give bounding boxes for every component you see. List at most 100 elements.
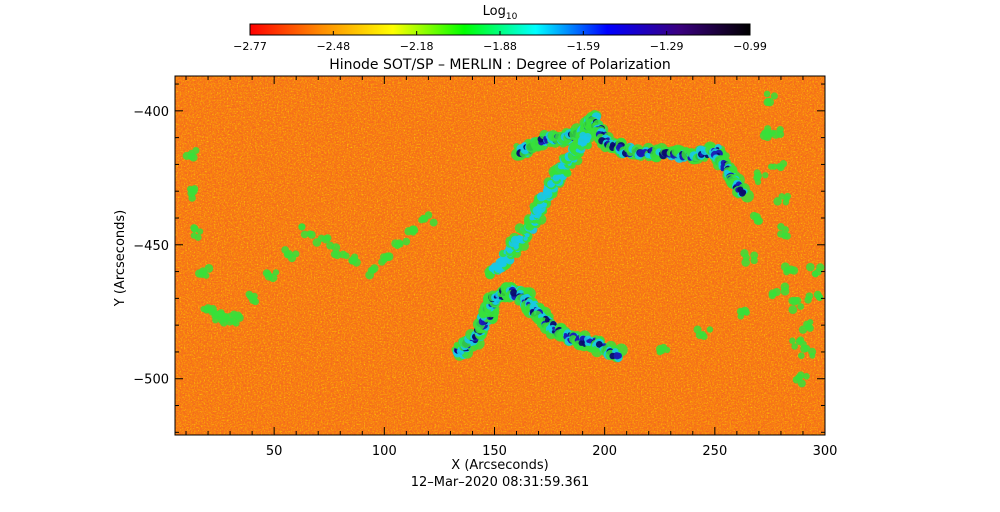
feature-halo <box>770 92 778 100</box>
x-tick-label: 300 <box>813 444 838 459</box>
feature-halo <box>798 352 805 360</box>
feature-halo <box>783 232 791 240</box>
feature-core <box>720 166 725 172</box>
feature-halo <box>808 347 817 356</box>
feature-halo <box>792 376 801 384</box>
feature-halo <box>233 311 243 320</box>
feature-halo <box>219 318 228 327</box>
feature-halo <box>330 250 339 259</box>
feature-halo <box>762 172 769 179</box>
feature-halo <box>187 189 196 198</box>
feature-halo <box>232 319 240 327</box>
feature-halo <box>187 152 196 161</box>
feature-halo <box>778 193 786 200</box>
feature-halo <box>780 287 790 296</box>
feature-scattered-west <box>182 146 438 327</box>
feature-halo <box>776 126 784 134</box>
feature-halo <box>331 243 341 252</box>
feature-halo <box>754 172 762 180</box>
feature-halo <box>784 192 792 200</box>
feature-halo <box>794 296 802 305</box>
colorbar-tick-label: −2.48 <box>316 40 350 53</box>
feature-halo <box>763 90 771 98</box>
feature-upper-plage <box>511 110 754 203</box>
feature-halo <box>190 224 198 232</box>
feature-core <box>609 142 616 148</box>
feature-halo <box>788 296 797 305</box>
feature-halo <box>706 326 714 333</box>
feature-halo <box>740 306 750 316</box>
feature-halo <box>777 222 785 231</box>
feature-halo <box>773 197 782 206</box>
polarization-map <box>175 76 825 435</box>
feature-core <box>737 186 744 193</box>
x-tick-label: 150 <box>482 444 507 459</box>
feature-halo <box>742 253 750 261</box>
feature-halo <box>663 346 671 354</box>
feature-halo <box>226 312 235 322</box>
feature-halo <box>802 372 810 380</box>
feature-halo <box>307 230 316 239</box>
feature-halo <box>251 292 258 300</box>
feature-halo <box>797 371 805 379</box>
plot-frame <box>174 75 826 436</box>
y-tick-label: −400 <box>133 105 169 120</box>
feature-halo <box>268 273 278 283</box>
x-axis-label: X (Arcseconds) <box>451 458 548 473</box>
feature-core <box>510 289 518 297</box>
y-axis: −400 −450 −500 <box>133 83 825 433</box>
feature-halo <box>764 125 772 133</box>
feature-core <box>552 326 556 331</box>
feature-core <box>637 149 646 158</box>
feature-halo <box>300 230 309 239</box>
x-tick-label: 100 <box>372 444 397 459</box>
colorbar-tick-label: −1.59 <box>566 40 600 53</box>
feature-halo <box>805 292 814 300</box>
y-axis-label: Y (Arcseconds) <box>113 210 128 307</box>
feature-halo <box>369 266 377 274</box>
feature-halo <box>798 325 808 334</box>
feature-mid <box>515 235 523 243</box>
feature-halo <box>195 269 204 278</box>
feature-halo <box>807 319 814 326</box>
feature-core <box>578 340 585 346</box>
feature-halo <box>767 163 775 170</box>
feature-core <box>544 317 551 323</box>
feature-halo <box>212 316 219 324</box>
colorbar-tick-label: −2.18 <box>400 40 434 53</box>
feature-halo <box>786 265 796 274</box>
x-tick-label: 200 <box>592 444 617 459</box>
colorbar-ticks: −2.77 −2.48 −2.18 −1.88 −1.59 −1.29 −0.99 <box>233 31 767 53</box>
feature-halo <box>429 218 438 227</box>
feature-halo <box>753 217 762 225</box>
feature-lower-plage <box>451 282 628 363</box>
feature-halo <box>381 257 388 264</box>
feature-halo <box>754 178 762 186</box>
feature-halo <box>419 214 427 222</box>
feature-halo <box>777 230 785 238</box>
colorbar-tick-label: −1.88 <box>483 40 517 53</box>
y-tick-label: −500 <box>133 373 169 388</box>
feature-halo <box>800 345 808 353</box>
feature-scattered-east <box>656 90 825 388</box>
feature-halo <box>324 234 332 242</box>
magnetic-features <box>182 90 825 388</box>
feature-halo <box>298 223 306 231</box>
y-tick-label: −450 <box>133 239 169 254</box>
feature-halo <box>768 291 776 300</box>
feature-halo <box>343 252 350 260</box>
feature-halo <box>190 232 198 239</box>
feature-halo <box>317 234 326 242</box>
feature-halo <box>200 305 207 313</box>
feature-halo <box>204 264 214 273</box>
feature-halo <box>251 298 260 306</box>
feature-halo <box>750 256 758 265</box>
feature-mid <box>577 135 588 146</box>
feature-halo <box>797 379 806 388</box>
chart-title: Hinode SOT/SP – MERLIN : Degree of Polar… <box>329 57 671 73</box>
feature-halo <box>816 263 825 272</box>
feature-halo <box>806 262 815 272</box>
feature-halo <box>789 337 796 344</box>
feature-halo <box>292 250 300 258</box>
